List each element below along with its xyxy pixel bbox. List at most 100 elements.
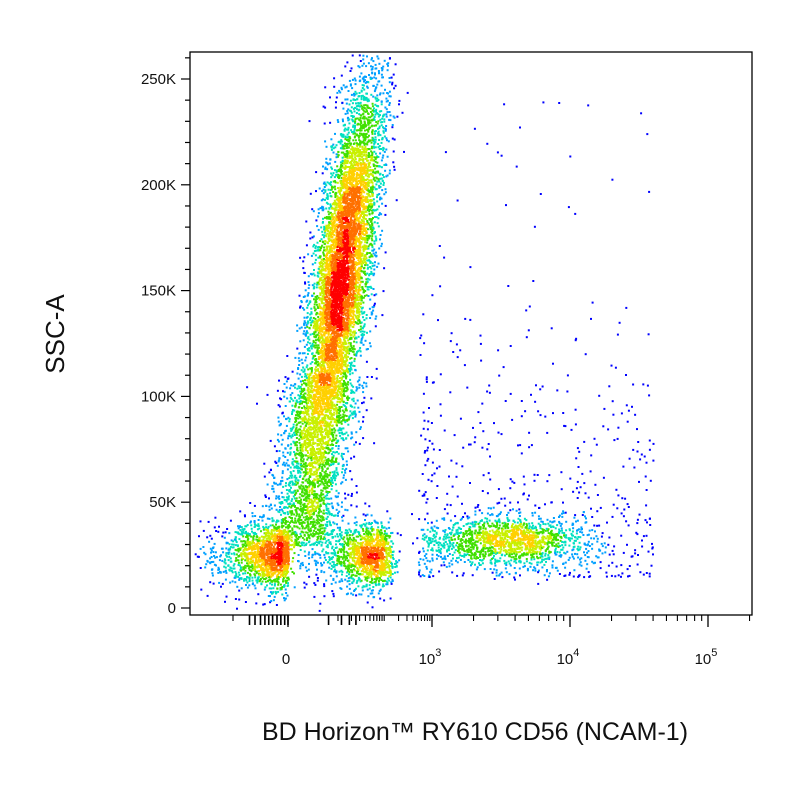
event-point — [324, 166, 327, 169]
event-point — [255, 533, 258, 535]
event-point — [253, 541, 255, 544]
event-point — [351, 54, 354, 57]
event-point — [367, 527, 370, 530]
event-point — [358, 75, 361, 78]
event-point — [258, 542, 261, 545]
event-point — [381, 536, 384, 539]
event-point — [274, 570, 277, 573]
event-point — [308, 557, 311, 560]
event-point — [377, 549, 379, 552]
event-point — [370, 571, 373, 574]
event-point — [382, 131, 385, 134]
event-point — [342, 134, 345, 136]
event-point — [347, 272, 349, 275]
event-point — [375, 566, 378, 569]
event-point — [315, 573, 318, 576]
event-point — [236, 607, 238, 610]
event-point — [274, 537, 277, 540]
event-point — [332, 577, 335, 580]
event-point — [376, 564, 379, 566]
event-point — [332, 180, 335, 183]
event-point — [364, 546, 367, 549]
event-point — [260, 546, 263, 549]
event-point — [369, 266, 372, 268]
event-point — [275, 523, 277, 526]
event-point — [331, 435, 334, 438]
event-point — [317, 228, 320, 231]
event-point — [244, 525, 247, 528]
event-point — [237, 575, 240, 578]
event-point — [316, 448, 318, 451]
event-point — [353, 589, 356, 591]
event-point — [324, 228, 327, 231]
event-point — [283, 599, 286, 602]
event-point — [337, 217, 340, 220]
event-point — [338, 555, 340, 558]
event-point — [352, 547, 355, 550]
event-point — [350, 311, 353, 314]
event-point — [268, 537, 271, 540]
event-point — [365, 571, 368, 574]
event-point — [359, 524, 362, 527]
event-point — [269, 591, 272, 594]
event-point — [335, 237, 338, 240]
event-point — [273, 528, 276, 531]
event-point — [250, 535, 253, 538]
event-point — [223, 561, 226, 564]
event-point — [378, 545, 381, 548]
event-point — [262, 541, 264, 544]
event-point — [393, 116, 396, 119]
event-point — [240, 526, 243, 529]
event-point — [253, 548, 256, 551]
event-point — [280, 544, 283, 547]
event-point — [337, 219, 340, 221]
event-point — [256, 544, 258, 547]
event-point — [343, 545, 346, 548]
event-point — [385, 527, 388, 530]
event-point — [376, 132, 379, 135]
event-point — [338, 208, 341, 211]
event-point — [371, 592, 374, 595]
event-point — [270, 587, 273, 590]
event-point — [358, 566, 361, 569]
event-point — [344, 246, 347, 249]
event-point — [370, 542, 373, 545]
event-point — [359, 538, 362, 541]
event-point — [352, 228, 355, 231]
event-point — [351, 205, 354, 208]
event-point — [277, 554, 280, 557]
event-point — [384, 570, 387, 573]
event-point — [276, 587, 279, 590]
event-point — [278, 531, 281, 534]
event-point — [363, 567, 366, 570]
event-point — [237, 547, 240, 550]
event-point — [206, 559, 209, 562]
density-points — [194, 54, 655, 612]
event-point — [372, 178, 375, 181]
event-point — [251, 555, 254, 557]
event-point — [368, 541, 371, 544]
event-point — [377, 146, 380, 149]
event-point — [337, 551, 339, 554]
event-point — [244, 569, 247, 572]
event-point — [337, 560, 340, 563]
event-point — [344, 578, 347, 581]
event-point — [270, 564, 273, 567]
event-point — [383, 599, 386, 602]
event-point — [262, 538, 265, 541]
event-point — [368, 571, 371, 574]
event-point — [255, 535, 258, 538]
event-point — [368, 549, 371, 552]
event-point — [243, 528, 246, 530]
event-point — [365, 532, 368, 535]
event-point — [256, 581, 259, 584]
event-point — [366, 588, 369, 591]
event-point — [263, 603, 266, 606]
event-point — [333, 85, 336, 88]
event-point — [331, 533, 334, 536]
event-point — [263, 540, 266, 543]
event-point — [346, 580, 349, 583]
event-point — [370, 115, 373, 118]
event-point — [390, 540, 393, 543]
event-point — [248, 578, 251, 581]
